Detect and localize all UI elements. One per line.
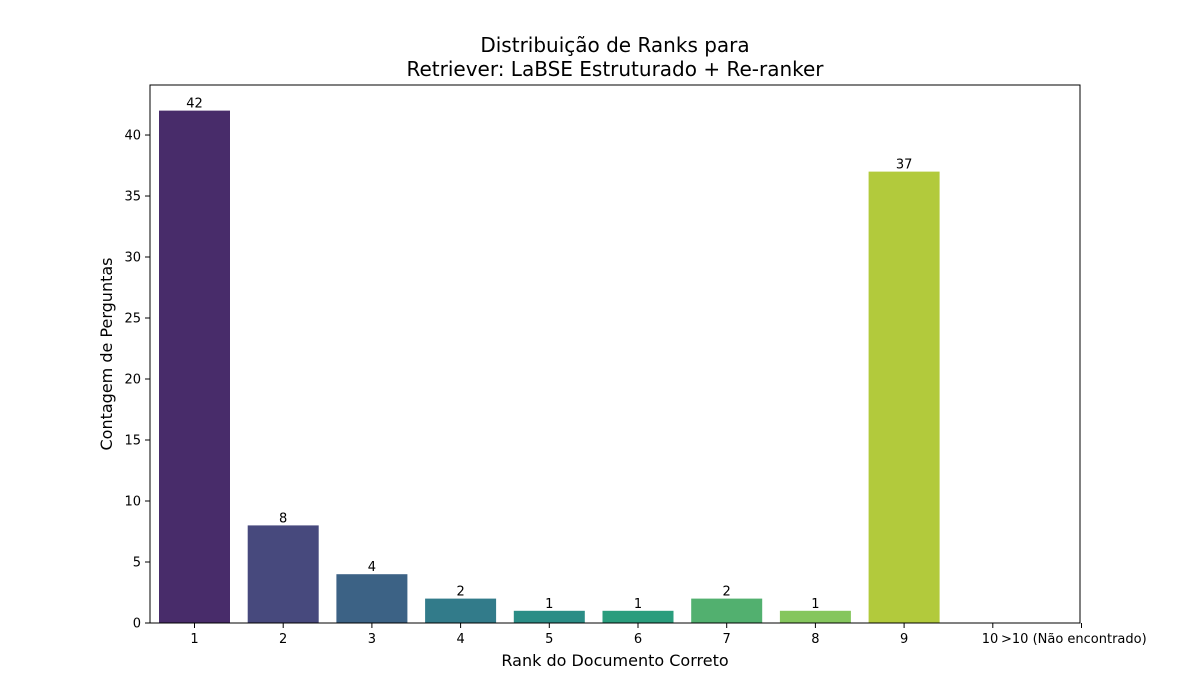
chart-title-line-2: Retriever: LaBSE Estruturado + Re-ranker — [406, 57, 824, 81]
data-label-rank-9: 37 — [896, 158, 913, 173]
data-label-rank-2: 8 — [279, 511, 287, 526]
y-tick-label: 15 — [124, 434, 141, 449]
x-tick-label: >10 (Não encontrado) — [1001, 632, 1147, 647]
x-tick-label: 6 — [634, 632, 642, 647]
y-tick-label: 5 — [133, 556, 141, 571]
x-axis-ticks: 1 2 3 4 5 6 7 8 9 10 >10 (Não encontrado) — [190, 623, 1147, 647]
x-tick-label: 7 — [723, 632, 731, 647]
bar-rank-1 — [159, 110, 230, 624]
x-tick-label: 10 — [982, 632, 999, 647]
x-tick-label: 5 — [545, 632, 553, 647]
y-tick-label: 35 — [124, 190, 141, 205]
bar-rank-9 — [868, 171, 940, 624]
bar-rank-6 — [602, 610, 674, 623]
data-label-rank-4: 2 — [456, 585, 464, 600]
x-tick-label: 8 — [811, 632, 819, 647]
bar-rank-5 — [513, 610, 585, 623]
y-tick-label: 30 — [124, 251, 141, 266]
data-label-rank-1: 42 — [186, 97, 203, 112]
data-label-rank-3: 4 — [368, 560, 376, 575]
bar-rank-7 — [691, 598, 763, 623]
bar-rank-8 — [779, 610, 851, 623]
y-axis-ticks: 0 5 10 15 20 25 30 35 40 — [124, 129, 150, 632]
x-tick-label: 1 — [190, 632, 198, 647]
data-label-rank-8: 1 — [811, 597, 819, 612]
bar-rank-4 — [425, 598, 497, 623]
y-tick-label: 10 — [124, 495, 141, 510]
data-label-rank-5: 1 — [545, 597, 553, 612]
y-axis-label: Contagem de Perguntas — [97, 257, 116, 450]
x-axis-label: Rank do Documento Correto — [501, 651, 728, 670]
y-tick-label: 40 — [124, 129, 141, 144]
x-tick-label: 9 — [900, 632, 908, 647]
data-label-rank-7: 2 — [723, 585, 731, 600]
plot-frame — [149, 84, 1081, 624]
y-tick-label: 20 — [124, 373, 141, 388]
chart-title-line-1: Distribuição de Ranks para — [480, 33, 749, 57]
x-tick-label: 4 — [456, 632, 464, 647]
bars-layer — [159, 110, 940, 624]
bar-rank-3 — [336, 574, 408, 623]
x-tick-label: 2 — [279, 632, 287, 647]
x-tick-label: 3 — [368, 632, 376, 647]
y-tick-label: 0 — [133, 617, 141, 632]
bar-rank-2 — [247, 525, 319, 623]
data-label-rank-6: 1 — [634, 597, 642, 612]
y-tick-label: 25 — [124, 312, 141, 327]
